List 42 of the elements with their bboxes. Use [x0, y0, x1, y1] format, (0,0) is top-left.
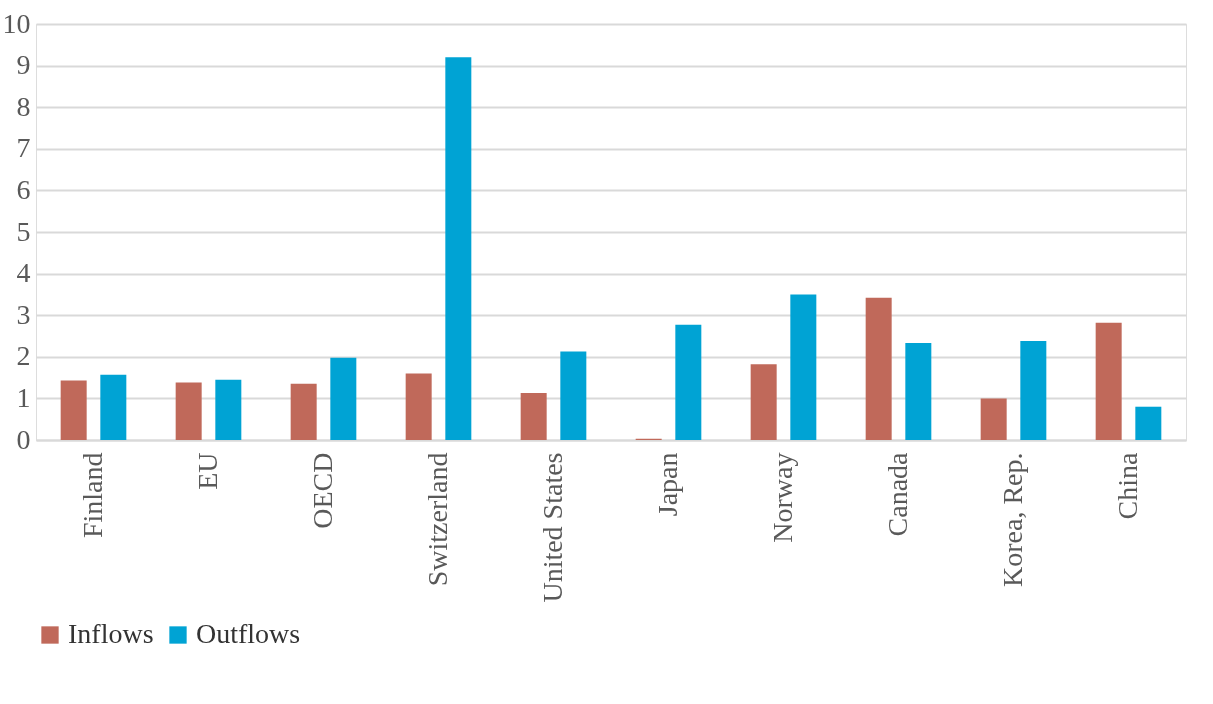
- bar: [1095, 322, 1122, 440]
- y-tick-label: 2: [16, 340, 31, 372]
- bar: [560, 351, 587, 440]
- y-tick-label: 8: [16, 90, 31, 122]
- x-tick-label: China: [1111, 451, 1143, 520]
- legend-label: Inflows: [68, 618, 154, 649]
- x-tick-label: Finland: [76, 452, 108, 539]
- bar: [445, 57, 472, 440]
- x-tick-label: EU: [191, 452, 223, 490]
- x-tick-label: United States: [536, 452, 568, 603]
- bar: [750, 364, 777, 440]
- bar: [175, 382, 202, 440]
- x-tick-label: Switzerland: [421, 452, 453, 587]
- bar: [520, 392, 547, 440]
- bar: [290, 383, 317, 440]
- bar: [980, 398, 1007, 440]
- y-tick-label: 10: [2, 7, 31, 39]
- bar: [100, 374, 127, 440]
- y-tick-label: 4: [16, 257, 31, 289]
- x-tick-label: Canada: [881, 451, 913, 537]
- x-tick-label: OECD: [306, 452, 338, 529]
- y-tick-label: 1: [16, 381, 31, 413]
- bar: [905, 343, 932, 440]
- x-tick-label: Japan: [651, 452, 683, 517]
- bar: [865, 297, 892, 440]
- legend-label: Outflows: [196, 618, 301, 649]
- y-tick-label: 5: [16, 215, 31, 247]
- bar: [330, 357, 357, 440]
- bar: [405, 373, 432, 440]
- bar: [60, 380, 87, 440]
- y-tick-label: 7: [16, 132, 31, 164]
- x-tick-label: Korea, Rep.: [996, 452, 1028, 588]
- y-tick-label: 0: [16, 423, 31, 455]
- y-tick-label: 9: [16, 49, 31, 81]
- y-tick-label: 6: [16, 173, 31, 205]
- bar: [215, 379, 242, 440]
- bar: [675, 324, 702, 440]
- x-tick-label: Norway: [766, 452, 798, 543]
- y-tick-label: 3: [16, 298, 31, 330]
- bar: [1020, 340, 1047, 440]
- bar: [790, 294, 817, 440]
- bar: [1135, 406, 1162, 440]
